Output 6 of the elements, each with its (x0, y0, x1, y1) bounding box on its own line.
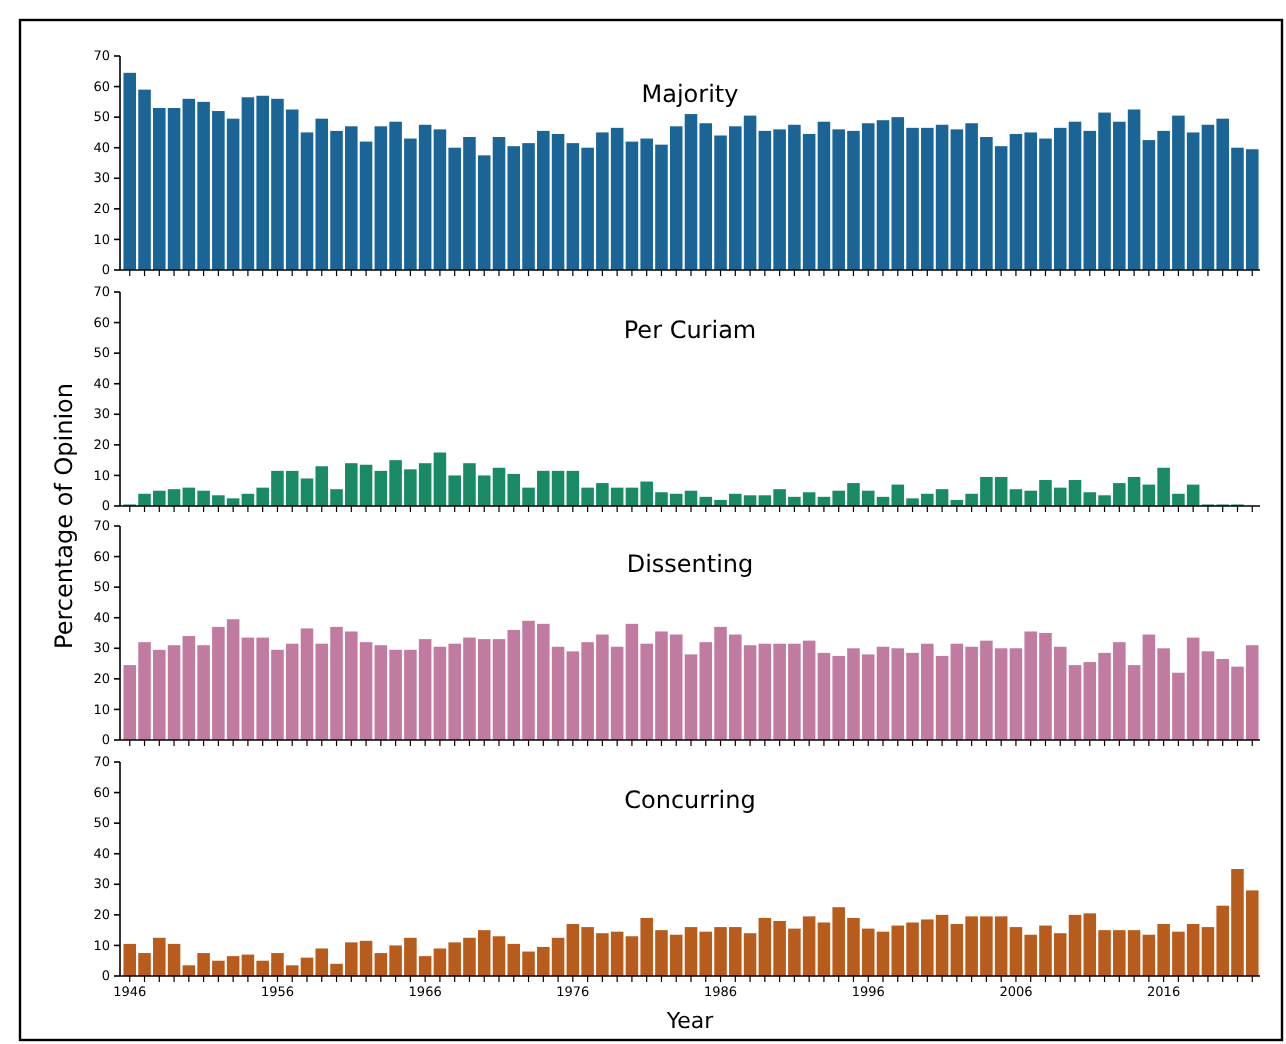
text: Concurring (624, 786, 756, 814)
text: Dissenting (626, 550, 754, 578)
text: Majority (641, 80, 739, 108)
y-axis-title: Percentage of Opinion (50, 383, 78, 649)
text: Per Curiam (623, 316, 757, 344)
x-axis-title: Year (664, 1008, 715, 1034)
